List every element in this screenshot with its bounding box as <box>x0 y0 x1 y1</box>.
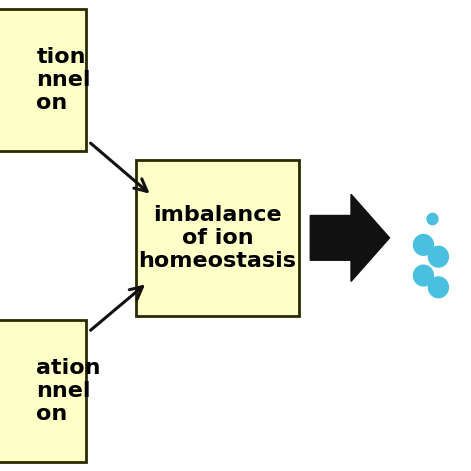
FancyBboxPatch shape <box>0 320 86 462</box>
FancyBboxPatch shape <box>0 9 86 151</box>
FancyBboxPatch shape <box>136 160 299 316</box>
Circle shape <box>414 265 433 286</box>
Circle shape <box>429 246 448 267</box>
Circle shape <box>427 213 438 225</box>
Text: ation
nnel
on: ation nnel on <box>36 358 101 424</box>
Circle shape <box>414 235 433 255</box>
Circle shape <box>429 277 448 298</box>
Polygon shape <box>310 194 390 282</box>
Text: tion
nnel
on: tion nnel on <box>36 47 91 113</box>
Text: imbalance
of ion
homeostasis: imbalance of ion homeostasis <box>138 205 296 271</box>
